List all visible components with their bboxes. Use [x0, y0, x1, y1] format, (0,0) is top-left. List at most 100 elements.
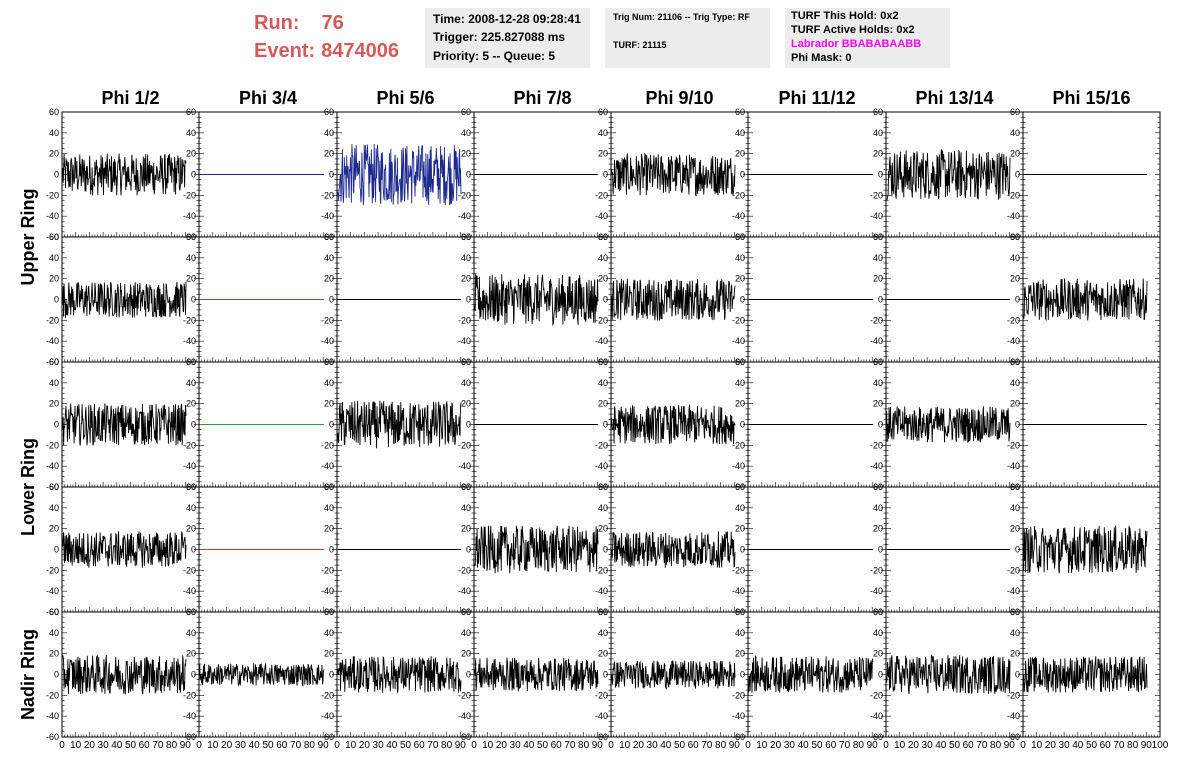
y-tick-label: 60	[324, 482, 334, 492]
y-tick-label: 0	[878, 420, 883, 430]
y-tick-label: 40	[324, 378, 334, 388]
x-tick-label: 70	[427, 740, 439, 751]
waveform-r2-c1	[62, 281, 187, 318]
y-tick-label: -60	[1007, 232, 1020, 242]
y-tick-label: 60	[1010, 482, 1020, 492]
y-tick-label: -20	[870, 190, 883, 200]
y-tick-label: -20	[595, 690, 608, 700]
waveform-r4-c4	[474, 525, 599, 574]
y-tick-label: -60	[1007, 732, 1020, 742]
y-tick-label: 20	[324, 149, 334, 159]
waveform-r2-c5	[611, 278, 736, 321]
x-tick-label: 90	[318, 740, 330, 751]
y-tick-label: 60	[735, 482, 745, 492]
y-tick-label: 40	[598, 253, 608, 263]
x-tick-label: 60	[551, 740, 563, 751]
waveform-r3-c3	[337, 400, 462, 449]
y-tick-label: 40	[735, 628, 745, 638]
y-tick-label: 60	[324, 107, 334, 117]
waveform-r1-c1	[62, 153, 187, 196]
y-tick-label: 40	[1010, 128, 1020, 138]
y-tick-label: -60	[595, 607, 608, 617]
y-tick-label: -60	[595, 357, 608, 367]
y-tick-label: 40	[1010, 503, 1020, 513]
y-tick-label: -60	[183, 357, 196, 367]
y-tick-label: 20	[324, 649, 334, 659]
y-tick-label: 40	[461, 128, 471, 138]
y-tick-label: -20	[183, 190, 196, 200]
y-tick-label: -60	[183, 732, 196, 742]
y-tick-label: 40	[49, 628, 59, 638]
y-tick-label: 60	[735, 107, 745, 117]
y-tick-label: -40	[458, 711, 471, 721]
y-tick-label: 0	[740, 295, 745, 305]
y-tick-label: -20	[595, 440, 608, 450]
y-tick-label: -60	[732, 607, 745, 617]
x-tick-label: 50	[262, 740, 274, 751]
y-tick-label: -60	[46, 482, 59, 492]
x-tick-label: 30	[235, 740, 247, 751]
x-tick-label: 10	[619, 740, 631, 751]
waveform-r1-c5	[611, 152, 736, 197]
y-tick-label: -60	[321, 482, 334, 492]
y-tick-label: 40	[324, 503, 334, 513]
y-tick-label: -20	[183, 440, 196, 450]
y-tick-label: 60	[598, 232, 608, 242]
y-tick-label: 60	[186, 107, 196, 117]
y-tick-label: 0	[329, 670, 334, 680]
y-tick-label: -60	[458, 357, 471, 367]
y-tick-label: 20	[873, 399, 883, 409]
y-tick-label: 0	[54, 420, 59, 430]
y-tick-label: 20	[461, 149, 471, 159]
y-tick-label: 60	[873, 607, 883, 617]
y-tick-label: -40	[458, 461, 471, 471]
y-tick-label: -60	[732, 357, 745, 367]
column-title-8: Phi 15/16	[1052, 88, 1130, 108]
y-tick-label: -20	[870, 565, 883, 575]
y-tick-label: 20	[461, 399, 471, 409]
y-tick-label: -40	[46, 586, 59, 596]
x-tick-label: 10	[1031, 740, 1043, 751]
ring-label-2: Lower Ring	[18, 438, 38, 536]
y-tick-label: -40	[458, 336, 471, 346]
x-tick-label: 60	[688, 740, 700, 751]
y-tick-label: 40	[461, 503, 471, 513]
x-tick-label: 60	[139, 740, 151, 751]
x-tick-label: 90	[867, 740, 879, 751]
y-tick-label: -40	[321, 461, 334, 471]
y-tick-label: -60	[595, 232, 608, 242]
x-tick-label: 20	[633, 740, 645, 751]
x-tick-label: 70	[839, 740, 851, 751]
y-tick-label: 40	[1010, 378, 1020, 388]
y-tick-label: -60	[732, 232, 745, 242]
y-tick-label: -20	[458, 690, 471, 700]
column-title-1: Phi 1/2	[101, 88, 159, 108]
y-tick-label: 40	[461, 378, 471, 388]
x-tick-label: 40	[249, 740, 261, 751]
y-tick-label: -60	[870, 232, 883, 242]
y-tick-label: -20	[458, 565, 471, 575]
x-tick-label: 40	[523, 740, 535, 751]
x-tick-label: 0	[883, 740, 889, 751]
y-tick-label: -20	[183, 315, 196, 325]
x-tick-label: 10	[894, 740, 906, 751]
y-tick-label: -60	[183, 232, 196, 242]
y-tick-label: -40	[183, 586, 196, 596]
y-tick-label: 40	[49, 253, 59, 263]
y-tick-label: 60	[598, 357, 608, 367]
x-tick-label: 80	[1127, 740, 1139, 751]
y-tick-label: -20	[321, 315, 334, 325]
y-tick-label: -20	[595, 315, 608, 325]
y-tick-label: 0	[603, 170, 608, 180]
y-tick-label: -60	[595, 732, 608, 742]
y-tick-label: 20	[1010, 649, 1020, 659]
y-tick-label: 60	[324, 232, 334, 242]
y-tick-label: -60	[595, 482, 608, 492]
y-tick-label: -40	[595, 586, 608, 596]
x-tick-label: 30	[922, 740, 934, 751]
x-tick-label: 20	[221, 740, 233, 751]
x-tick-label: 80	[304, 740, 316, 751]
y-tick-label: -40	[595, 336, 608, 346]
trig-num-text: Trig Num: 21106 -- Trig Type: RF	[613, 12, 750, 22]
time-text: Time: 2008-12-28 09:28:41	[433, 12, 581, 26]
